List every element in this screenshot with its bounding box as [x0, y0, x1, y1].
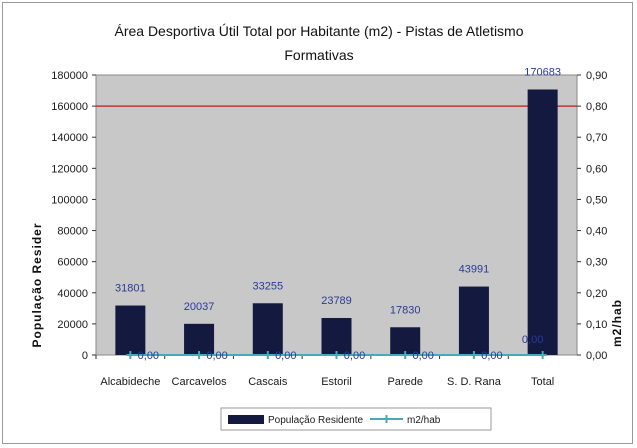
line-point: [195, 351, 204, 359]
y-tick-label: 180000: [51, 70, 88, 82]
line-data-label: 0,00: [206, 350, 227, 362]
bar-data-label: 33255: [252, 280, 283, 292]
chart-frame: Área Desportiva Útil Total por Habitante…: [2, 2, 633, 444]
line-data-label: 0,00: [413, 350, 434, 362]
y2-axis-title: m2/hab: [610, 299, 624, 347]
line-point: [263, 351, 272, 359]
y-tick-label: 160000: [51, 101, 88, 113]
y-tick-label: 40000: [57, 288, 88, 300]
bar-data-label: 17830: [390, 304, 421, 316]
bar: [458, 286, 489, 355]
y-tick-label: 100000: [51, 194, 88, 206]
line-point: [126, 351, 135, 359]
chart-title: Área Desportiva Útil Total por Habitante…: [114, 23, 523, 39]
bar: [321, 317, 352, 355]
line-point: [332, 351, 341, 359]
legend-box: [220, 407, 492, 431]
x-tick-label: Parede: [387, 376, 422, 388]
line-data-label: 0,00: [481, 350, 502, 362]
line-point: [538, 351, 547, 359]
y2-tick-label: 0,70: [586, 132, 607, 144]
legend-swatch-marker: [382, 415, 391, 423]
y2-tick-label: 0,10: [586, 319, 607, 331]
x-tick-label: S. D. Rana: [447, 376, 502, 388]
bar-data-label: 23789: [321, 295, 352, 307]
legend-label-bar: População Residente: [268, 415, 364, 426]
y-axis-title: População Resider: [30, 222, 44, 347]
y-tick-label: 80000: [57, 226, 88, 238]
x-tick-label: Alcabideche: [100, 376, 160, 388]
line-point: [469, 351, 478, 359]
y-tick-label: 0: [82, 350, 88, 362]
y2-tick-label: 0,60: [586, 163, 607, 175]
y-tick-label: 60000: [57, 257, 88, 269]
bar-data-label: 31801: [115, 283, 146, 295]
x-tick-label: Carcavelos: [172, 376, 228, 388]
chart-title-line2: Formativas: [284, 47, 353, 63]
line-data-label: 0,00: [138, 350, 159, 362]
line-data-label: 0,00: [344, 350, 365, 362]
bar-data-label: 43991: [459, 264, 490, 276]
y2-tick-label: 0,40: [586, 226, 607, 238]
bar: [115, 305, 146, 355]
bar-data-label: 20037: [184, 301, 215, 313]
bar: [252, 303, 283, 355]
y2-tick-label: 0,90: [586, 70, 607, 82]
x-tick-label: Cascais: [248, 376, 288, 388]
y2-tick-label: 0,30: [586, 257, 607, 269]
y-tick-label: 20000: [57, 319, 88, 331]
bar-data-label: 170683: [524, 66, 561, 78]
bar: [184, 323, 215, 355]
line-point: [401, 351, 410, 359]
x-tick-label: Total: [531, 376, 554, 388]
bar: [390, 327, 421, 355]
x-tick-label: Estoril: [321, 376, 352, 388]
y-tick-label: 120000: [51, 163, 88, 175]
y2-tick-label: 0,00: [586, 350, 607, 362]
y2-tick-label: 0,20: [586, 288, 607, 300]
y-tick-label: 140000: [51, 132, 88, 144]
legend-label-line: m2/hab: [407, 415, 441, 426]
chart-svg: Área Desportiva Útil Total por Habitante…: [30, 23, 624, 431]
y2-tick-label: 0,50: [586, 194, 607, 206]
bar: [527, 89, 558, 356]
line-data-label: 0,00: [275, 350, 296, 362]
plot-area: [95, 74, 578, 356]
y2-tick-label: 0,80: [586, 101, 607, 113]
legend-swatch-bar: [228, 415, 264, 424]
line-data-label: 0,00: [522, 334, 543, 346]
